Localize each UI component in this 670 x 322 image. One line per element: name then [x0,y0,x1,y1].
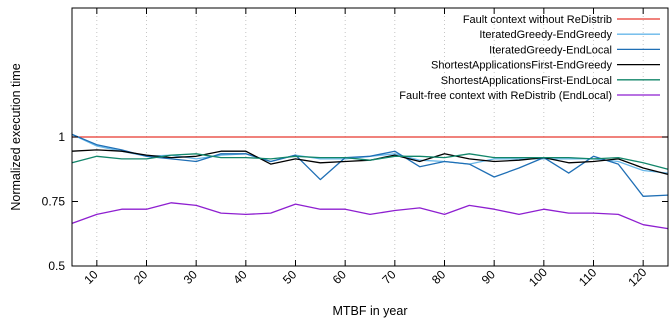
series-line-6 [71,202,669,230]
x-tick-label: 70 [379,267,399,287]
x-tick-label: 120 [625,265,649,289]
series-line-4 [71,149,669,176]
x-tick-label: 110 [576,265,600,289]
x-tick-label: 80 [429,267,449,287]
legend-label: IteratedGreedy-EndGreedy [479,29,612,41]
x-tick-label: 100 [526,265,550,289]
series-line-3 [71,133,669,197]
y-tick-label: 0.5 [48,259,65,273]
x-tick-label: 60 [330,267,350,287]
series-line-5 [71,153,669,170]
y-tick-label: 0.75 [42,195,66,209]
y-tick-label: 1 [58,130,65,144]
x-tick-label: 40 [230,267,250,287]
x-tick-label: 50 [280,267,300,287]
series-lines [71,133,669,230]
legend: Fault context without ReDistrib IteratedG… [399,14,660,102]
legend-label: IteratedGreedy-EndLocal [489,44,612,56]
legend-label: Fault context without ReDistrib [463,14,612,26]
x-axis-label: MTBF in year [332,304,407,318]
legend-label: ShortestApplicationsFirst-EndGreedy [431,60,612,72]
legend-label: Fault-free context with ReDistrib (EndLo… [399,90,612,102]
x-tick-label: 90 [479,267,499,287]
x-tick-label: 10 [81,267,101,287]
x-tick-label: 20 [131,267,151,287]
legend-label: ShortestApplicationsFirst-EndLocal [441,75,612,87]
y-axis-label: Normalized execution time [9,63,23,210]
series-line-2 [71,133,669,174]
x-tick-label: 30 [181,267,201,287]
